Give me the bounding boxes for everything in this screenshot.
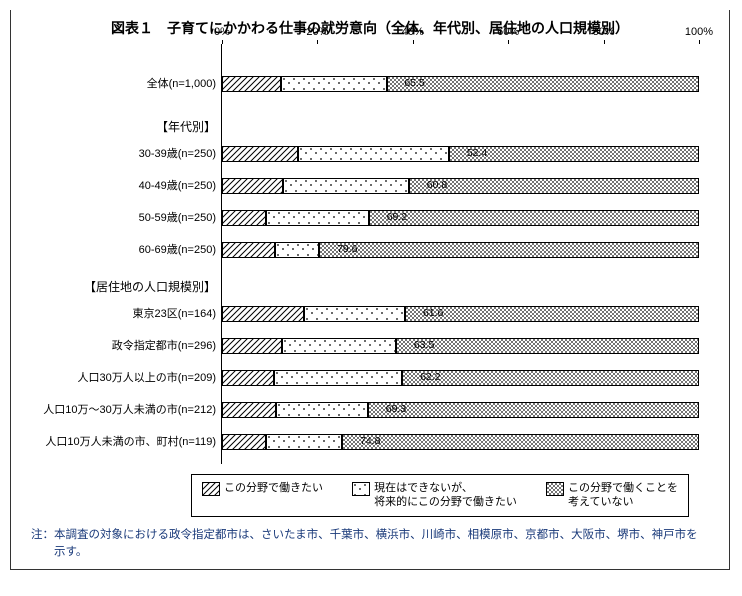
legend-swatch	[546, 482, 564, 496]
group-label: 【居住地の人口規模別】	[84, 279, 222, 295]
x-tick-label: 80%	[593, 26, 615, 38]
bar-segment	[387, 76, 699, 92]
bar-segment	[222, 370, 274, 386]
bar-segment	[319, 242, 699, 258]
bar-segment	[368, 402, 699, 418]
legend-swatch	[202, 482, 220, 496]
value-label: 69.3	[386, 403, 406, 415]
bar-segment	[274, 370, 402, 386]
bar-segment	[276, 402, 368, 418]
legend-item: この分野で働くことを考えていない	[546, 481, 678, 510]
legend-item: この分野で働きたい	[202, 481, 323, 510]
x-tick-label: 0%	[214, 26, 230, 38]
x-tick-label: 60%	[497, 26, 519, 38]
row-label: 政令指定都市(n=296)	[112, 336, 222, 356]
x-tick-mark	[222, 40, 223, 44]
row-label: 人口10万人未満の市、町村(n=119)	[45, 432, 222, 452]
chart-row: 人口10万～30万人未満の市(n=212)11.319.369.3	[222, 400, 699, 420]
plot-area: 0%20%40%60%80%100% 【年代別】【居住地の人口規模別】全体(n=…	[221, 44, 699, 464]
chart-row: 40-49歳(n=250)12.826.460.8	[222, 176, 699, 196]
legend-label: この分野で働くことを考えていない	[568, 481, 678, 510]
bar-segment	[402, 370, 699, 386]
bar-segment	[222, 146, 298, 162]
value-label: 52.4	[467, 147, 487, 159]
row-label: 人口10万～30万人未満の市(n=212)	[43, 400, 222, 420]
value-label: 79.6	[337, 243, 357, 255]
legend-swatch	[352, 482, 370, 496]
footnote-prefix: 注：	[31, 527, 54, 562]
bar-segment	[222, 434, 266, 450]
x-tick-mark	[508, 40, 509, 44]
bar-segment	[222, 306, 304, 322]
x-tick-mark	[699, 40, 700, 44]
legend-label: 現在はできないが、将来的にこの分野で働きたい	[374, 481, 517, 510]
x-tick-label: 20%	[306, 26, 328, 38]
legend-item: 現在はできないが、将来的にこの分野で働きたい	[352, 481, 517, 510]
row-label: 東京23区(n=164)	[133, 304, 222, 324]
row-label: 40-49歳(n=250)	[139, 176, 222, 196]
bar-segment	[369, 210, 699, 226]
x-tick-mark	[317, 40, 318, 44]
chart-row: 政令指定都市(n=296)12.524.063.5	[222, 336, 699, 356]
x-axis-labels: 0%20%40%60%80%100%	[222, 26, 699, 42]
bar-segment	[275, 242, 319, 258]
figure-container: 図表１ 子育てにかかわる仕事の就労意向（全体、年代別、居住地の人口規模別） 0%…	[10, 10, 730, 570]
bar-segment	[281, 76, 387, 92]
legend-label: この分野で働きたい	[224, 481, 323, 495]
value-label: 60.8	[427, 179, 447, 191]
row-label: 全体(n=1,000)	[147, 74, 222, 94]
x-tick-mark	[604, 40, 605, 44]
bar-segment	[266, 434, 342, 450]
chart-row: 人口30万人以上の市(n=209)11.026.862.2	[222, 368, 699, 388]
chart-row: 60-69歳(n=250)11.29.279.6	[222, 240, 699, 260]
bar-segment	[298, 146, 449, 162]
chart-area: 0%20%40%60%80%100% 【年代別】【居住地の人口規模別】全体(n=…	[31, 44, 709, 464]
bar-segment	[266, 210, 369, 226]
bar-segment	[222, 242, 275, 258]
group-label: 【年代別】	[156, 119, 222, 135]
bar-segment	[222, 76, 281, 92]
row-label: 30-39歳(n=250)	[139, 144, 222, 164]
bar-segment	[409, 178, 699, 194]
chart-row: 50-59歳(n=250)9.221.669.2	[222, 208, 699, 228]
legend: この分野で働きたい 現在はできないが、将来的にこの分野で働きたい この分野で働くこと…	[191, 474, 689, 517]
chart-row: 全体(n=1,000)12.322.265.5	[222, 74, 699, 94]
bar-segment	[405, 306, 699, 322]
bar-segment	[304, 306, 406, 322]
bar-segment	[282, 338, 396, 354]
value-label: 65.5	[404, 77, 424, 89]
value-label: 74.8	[360, 435, 380, 447]
chart-row: 30-39歳(n=250)16.031.652.4	[222, 144, 699, 164]
bar-segment	[222, 210, 266, 226]
bar-segment	[342, 434, 699, 450]
bar-segment	[222, 338, 282, 354]
value-label: 62.2	[420, 371, 440, 383]
footnote-body: 本調査の対象における政令指定都市は、さいたま市、千葉市、横浜市、川崎市、相模原市…	[54, 527, 709, 562]
bar-segment	[396, 338, 699, 354]
x-tick-label: 100%	[685, 26, 713, 38]
bar-segment	[222, 178, 283, 194]
x-tick-mark	[413, 40, 414, 44]
row-label: 人口30万人以上の市(n=209)	[78, 368, 222, 388]
row-label: 60-69歳(n=250)	[139, 240, 222, 260]
bar-segment	[283, 178, 409, 194]
footnote: 注： 本調査の対象における政令指定都市は、さいたま市、千葉市、横浜市、川崎市、相…	[31, 527, 709, 562]
chart-row: 東京23区(n=164)17.121.361.6	[222, 304, 699, 324]
value-label: 63.5	[414, 339, 434, 351]
row-label: 50-59歳(n=250)	[139, 208, 222, 228]
x-tick-label: 40%	[402, 26, 424, 38]
bar-segment	[222, 402, 276, 418]
value-label: 61.6	[423, 307, 443, 319]
value-label: 69.2	[387, 211, 407, 223]
chart-row: 人口10万人未満の市、町村(n=119)9.216.074.8	[222, 432, 699, 452]
